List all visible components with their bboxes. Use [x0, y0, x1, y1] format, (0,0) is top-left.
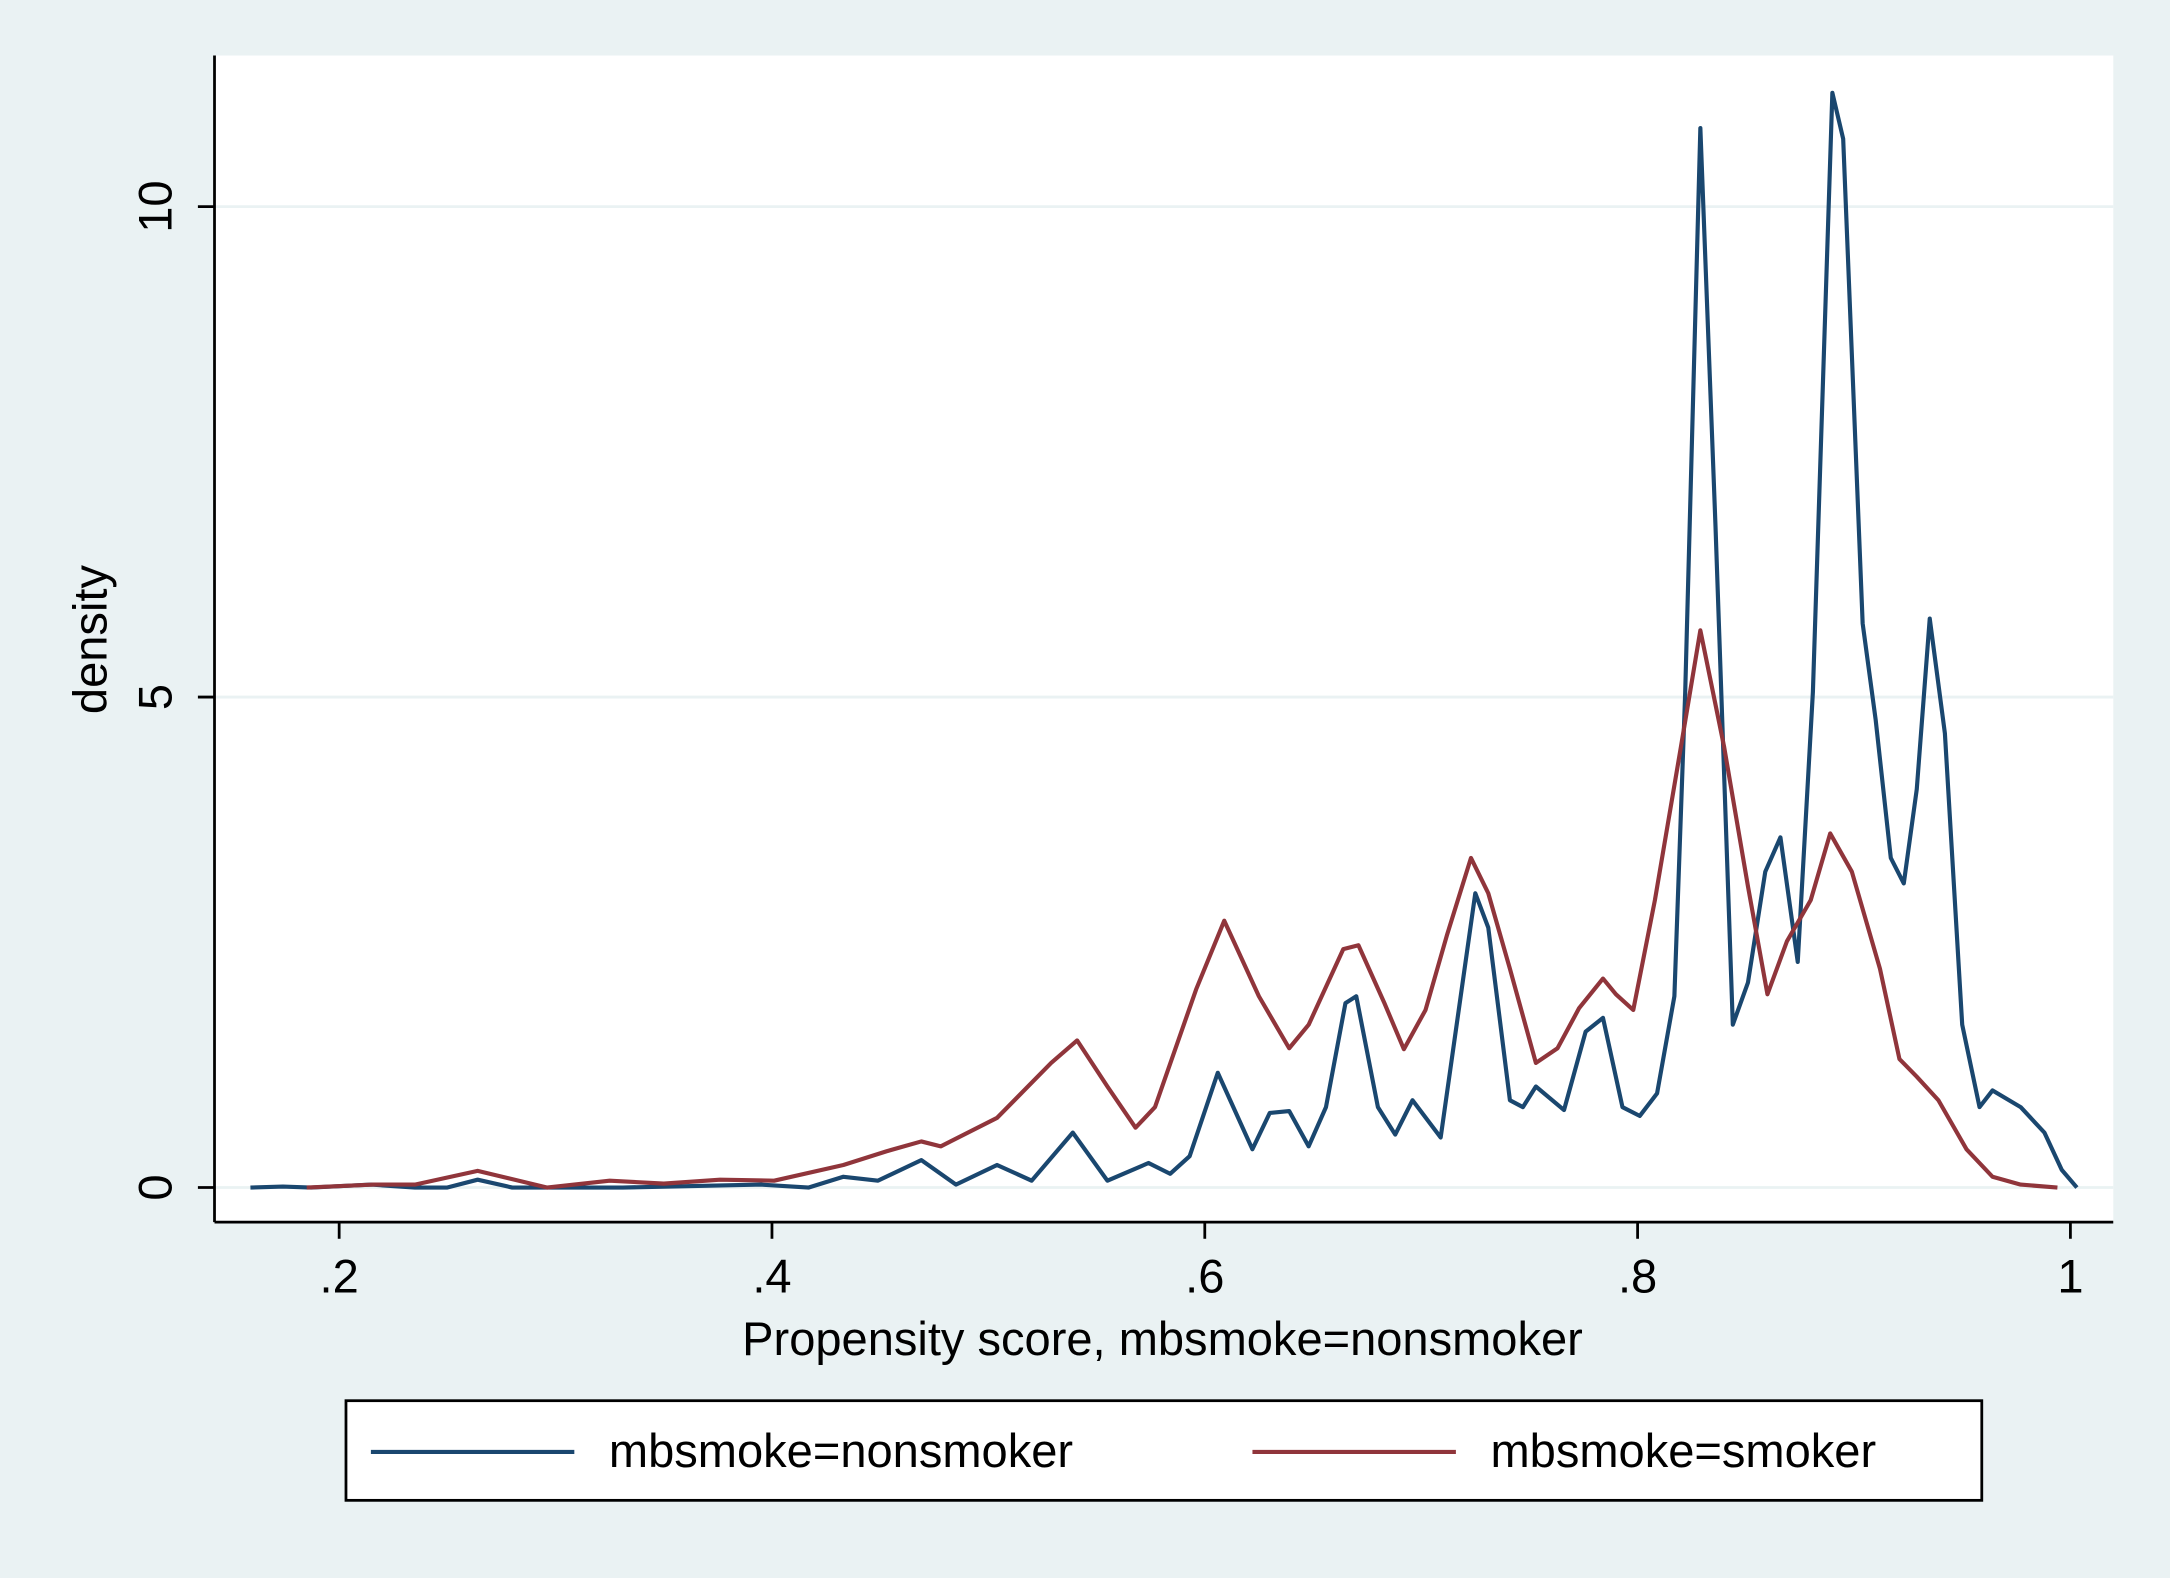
- y-tick-label: 0: [129, 1174, 182, 1200]
- y-tick-label: 10: [129, 180, 182, 232]
- y-tick-label: 5: [129, 684, 182, 710]
- x-tick-label: .8: [1618, 1250, 1657, 1303]
- series-line: [250, 90, 2079, 1190]
- legend-label: mbsmoke=nonsmoker: [609, 1424, 1073, 1477]
- x-tick-label: .6: [1185, 1250, 1224, 1303]
- legend-label: mbsmoke=smoker: [1490, 1424, 1876, 1477]
- x-tick-label: 1: [2057, 1250, 2083, 1303]
- x-tick-label: .4: [752, 1250, 791, 1303]
- y-axis-label: density: [64, 565, 117, 715]
- series-line: [306, 628, 2058, 1190]
- legend: [344, 1399, 1984, 1502]
- plot-area: [214, 55, 2114, 1223]
- x-axis-label: Propensity score, mbsmoke=nonsmoker: [742, 1312, 1583, 1365]
- x-tick-label: .2: [320, 1250, 359, 1303]
